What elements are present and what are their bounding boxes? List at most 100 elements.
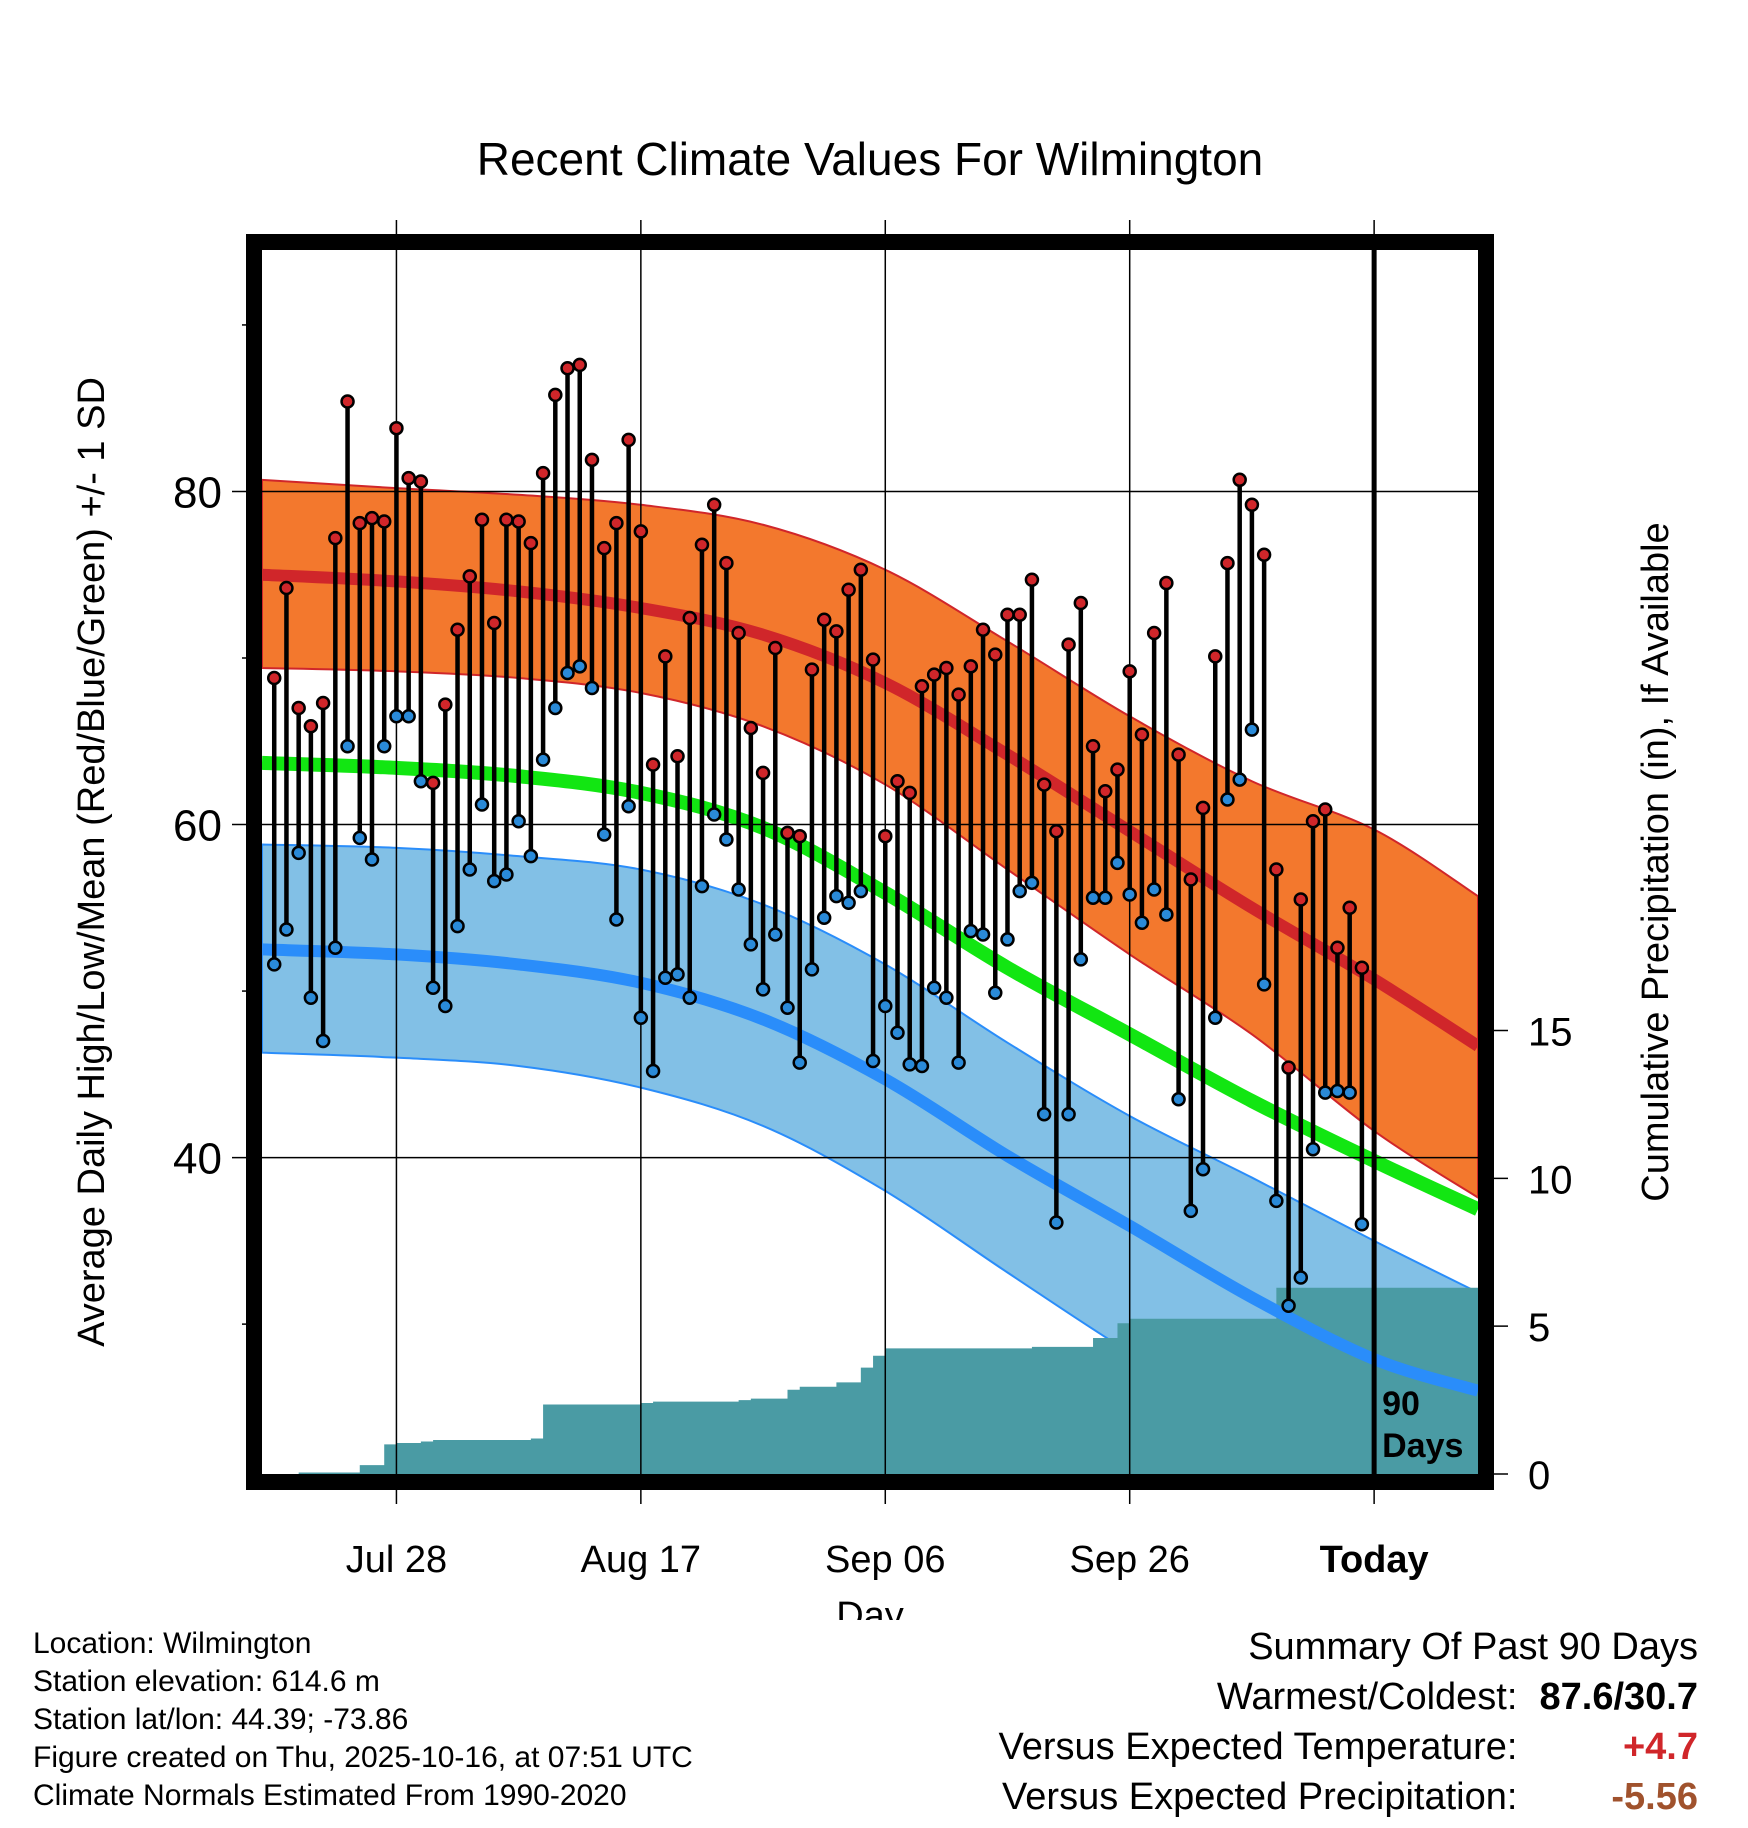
- daily-low-point: [535, 752, 551, 767]
- daily-high-point: [975, 622, 991, 637]
- daily-low-point: [890, 1025, 905, 1040]
- warmest-coldest-row: Warmest/Coldest: 87.6/30.7: [999, 1672, 1698, 1722]
- daily-low-point: [1061, 1107, 1076, 1122]
- daily-high-point: [963, 659, 979, 674]
- daily-low-point: [1220, 792, 1235, 807]
- daily-low-point: [768, 927, 783, 942]
- daily-low-point: [682, 990, 697, 1005]
- daily-high-point: [1085, 739, 1101, 754]
- daily-low-point: [352, 830, 368, 846]
- daily-high-point: [1024, 572, 1040, 587]
- daily-low-point: [939, 990, 954, 1005]
- daily-high-point: [572, 357, 587, 373]
- daily-high-point: [413, 474, 429, 489]
- daily-high-point: [1122, 664, 1137, 679]
- daily-low-point: [450, 918, 465, 934]
- daily-low-point: [425, 980, 441, 995]
- daily-low-point: [804, 962, 820, 977]
- daily-low-point: [1098, 890, 1113, 906]
- latlon-text: Station lat/lon: 44.39; -73.86: [33, 1703, 409, 1736]
- daily-high-point: [719, 555, 734, 571]
- daily-low-point: [645, 1063, 661, 1079]
- precip-tick-label: 15: [1528, 1011, 1573, 1055]
- x-tick-label: Today: [1320, 1539, 1429, 1581]
- daily-low-point: [1122, 887, 1137, 902]
- daily-high-point: [694, 537, 710, 553]
- daily-low-point: [963, 923, 979, 939]
- daily-high-point: [914, 679, 930, 694]
- daily-high-point: [462, 569, 478, 584]
- daily-high-point: [1036, 777, 1052, 792]
- daily-low-point: [902, 1057, 917, 1072]
- daily-high-point: [951, 687, 966, 702]
- daily-high-point: [1134, 727, 1150, 742]
- daily-high-point: [389, 420, 404, 436]
- x-tick-label: Aug 17: [581, 1539, 701, 1581]
- daily-high-point: [425, 775, 441, 791]
- daily-low-point: [303, 990, 319, 1005]
- daily-high-point: [486, 615, 502, 631]
- daily-high-point: [1207, 649, 1223, 664]
- daily-high-point: [731, 625, 746, 641]
- daily-high-point: [1269, 862, 1284, 877]
- daily-low-point: [291, 845, 306, 861]
- daily-high-point: [279, 580, 294, 596]
- daily-high-point: [792, 828, 807, 844]
- daily-high-point: [1232, 472, 1247, 488]
- y-axis-label: Average Daily High/Low/Mean (Red/Blue/Gr…: [71, 377, 113, 1347]
- daily-low-point: [511, 813, 526, 829]
- daily-high-point: [364, 510, 380, 526]
- x-tick-label: Sep 26: [1069, 1539, 1189, 1581]
- daily-low-point: [364, 852, 380, 867]
- daily-high-point: [315, 695, 331, 711]
- daily-low-point: [1281, 1298, 1296, 1314]
- daily-high-point: [548, 387, 563, 403]
- daily-high-point: [1293, 892, 1309, 907]
- daily-low-point: [438, 998, 453, 1014]
- daily-low-point: [572, 659, 587, 674]
- daily-low-point: [1000, 932, 1015, 947]
- location-text: Location: Wilmington: [33, 1627, 312, 1660]
- daily-low-point: [816, 910, 832, 926]
- daily-low-point: [853, 883, 869, 899]
- warmest-coldest-value: 87.6/30.7: [1539, 1676, 1698, 1718]
- daily-low-point: [413, 773, 429, 789]
- daily-high-point: [584, 452, 600, 468]
- daily-low-point: [1269, 1193, 1284, 1209]
- daily-low-point: [1342, 1085, 1357, 1100]
- daily-high-point: [1305, 813, 1321, 829]
- daily-high-point: [376, 514, 392, 529]
- daily-high-point: [804, 662, 820, 677]
- today-days-label-line: Days: [1382, 1427, 1463, 1465]
- elevation-text: Station elevation: 614.6 m: [33, 1665, 380, 1698]
- plot-frame: [246, 234, 1494, 1490]
- daily-low-point: [719, 832, 734, 847]
- daily-high-point: [902, 785, 917, 801]
- daily-high-point: [438, 697, 453, 712]
- daily-high-point: [621, 432, 636, 448]
- temp-anomaly-value: +4.7: [1622, 1726, 1698, 1768]
- temp-anomaly-label: Versus Expected Temperature:: [998, 1726, 1518, 1768]
- daily-low-point: [841, 895, 856, 911]
- daily-high-point: [1195, 800, 1211, 816]
- daily-high-point: [743, 720, 759, 736]
- daily-low-point: [376, 739, 392, 754]
- daily-low-point: [486, 873, 502, 889]
- daily-high-point: [560, 360, 575, 376]
- daily-high-point: [780, 825, 795, 841]
- summary-heading: Summary Of Past 90 Days: [1248, 1626, 1698, 1668]
- summary-panel: Summary Of Past 90 Days Warmest/Coldest:…: [999, 1622, 1698, 1822]
- daily-high-point: [768, 640, 783, 656]
- daily-high-point: [474, 512, 490, 528]
- daily-low-point: [584, 680, 600, 696]
- daily-high-point: [609, 515, 624, 531]
- daily-high-point: [303, 719, 319, 734]
- temp-anomaly-row: Versus Expected Temperature: +4.7: [999, 1722, 1698, 1772]
- daily-high-point: [1159, 575, 1174, 591]
- daily-low-point: [951, 1055, 966, 1070]
- daily-low-point: [1146, 882, 1162, 897]
- daily-low-point: [658, 970, 673, 985]
- daily-low-point: [914, 1058, 930, 1074]
- daily-low-point: [1073, 952, 1089, 967]
- daily-low-point: [1049, 1215, 1064, 1230]
